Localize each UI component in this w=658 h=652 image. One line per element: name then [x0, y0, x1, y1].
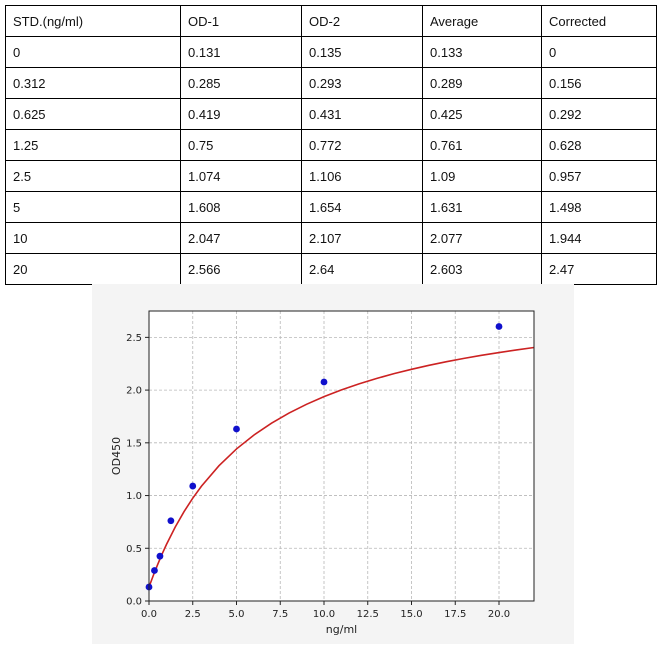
table-row: 0.625 0.419 0.431 0.425 0.292	[5, 98, 657, 130]
table-cell: 20	[5, 253, 181, 285]
table-cell: 0.293	[301, 67, 423, 99]
x-tick-label: 0.0	[141, 609, 157, 620]
header-od2: OD-2	[301, 5, 423, 37]
table-cell: 0.419	[180, 98, 302, 130]
table-cell: 2.603	[422, 253, 542, 285]
table-cell: 1.09	[422, 160, 542, 192]
table-cell: 0	[5, 36, 181, 68]
standard-curve-chart: 0.0 2.5 5.0 7.5 10.0 12.5 15.0 17.5 20.0 0.0 0.5 1.…	[110, 310, 535, 636]
plot-area	[149, 311, 534, 601]
fit-curve-line	[148, 346, 535, 588]
x-tick-label: 10.0	[313, 609, 335, 620]
table-cell: 10	[5, 222, 181, 254]
x-tick-label: 5.0	[229, 609, 245, 620]
table-cell: 0.285	[180, 67, 302, 99]
x-tick-label: 15.0	[400, 609, 422, 620]
x-tick-label: 2.5	[185, 609, 201, 620]
y-tick-label: 0.5	[126, 544, 142, 555]
data-point	[167, 517, 175, 525]
header-od1: OD-1	[180, 5, 302, 37]
y-tick-label: 1.5	[126, 438, 142, 449]
table-cell: 0.312	[5, 67, 181, 99]
table-cell: 0.761	[422, 129, 542, 161]
table-cell: 5	[5, 191, 181, 223]
header-average: Average	[422, 5, 542, 37]
table-cell: 1.944	[541, 222, 657, 254]
axis-ticks: 0.0 2.5 5.0 7.5 10.0 12.5 15.0 17.5 20.0 0.0 0.5 1.…	[126, 333, 510, 620]
table-cell: 2.077	[422, 222, 542, 254]
x-tick-label: 12.5	[357, 609, 379, 620]
data-point	[151, 567, 158, 574]
table-cell: 1.25	[5, 129, 181, 161]
table-cell: 1.608	[180, 191, 302, 223]
table-row: 2.5 1.074 1.106 1.09 0.957	[5, 160, 657, 192]
table-header-row: STD.(ng/ml) OD-1 OD-2 Average Corrected	[5, 5, 657, 37]
table-cell: 1.631	[422, 191, 542, 223]
table-row: 1.25 0.75 0.772 0.761 0.628	[5, 129, 657, 161]
table-cell: 0.625	[5, 98, 181, 130]
table-cell: 0.425	[422, 98, 542, 130]
table-row: 0.312 0.285 0.293 0.289 0.156	[5, 67, 657, 99]
standard-curve-table: STD.(ng/ml) OD-1 OD-2 Average Corrected …	[5, 5, 657, 285]
table-cell: 1.074	[180, 160, 302, 192]
y-tick-label: 2.5	[126, 333, 142, 344]
x-axis-label: ng/ml	[326, 623, 357, 636]
y-tick-label: 0.0	[126, 597, 142, 608]
table-row: 10 2.047 2.107 2.077 1.944	[5, 222, 657, 254]
y-tick-label: 2.0	[126, 386, 142, 397]
fit-curve-layer	[148, 346, 535, 588]
table-cell: 2.5	[5, 160, 181, 192]
x-tick-label: 7.5	[272, 609, 288, 620]
y-tick-label: 1.0	[126, 491, 142, 502]
table-cell: 0.628	[541, 129, 657, 161]
table-cell: 1.498	[541, 191, 657, 223]
table-cell: 2.47	[541, 253, 657, 285]
table-row: 5 1.608 1.654 1.631 1.498	[5, 191, 657, 223]
header-corrected: Corrected	[541, 5, 657, 37]
plot-frame	[148, 310, 535, 602]
table-cell: 0.431	[301, 98, 423, 130]
table-cell: 0.772	[301, 129, 423, 161]
table-cell: 0.292	[541, 98, 657, 130]
data-point	[156, 552, 164, 560]
table-row: 20 2.566 2.64 2.603 2.47	[5, 253, 657, 285]
table-cell: 2.107	[301, 222, 423, 254]
table-row: 0 0.131 0.135 0.133 0	[5, 36, 657, 68]
table-cell: 2.047	[180, 222, 302, 254]
table-cell: 0.135	[301, 36, 423, 68]
table-cell: 0.133	[422, 36, 542, 68]
x-tick-label: 20.0	[488, 609, 510, 620]
table-cell: 2.566	[180, 253, 302, 285]
x-tick-label: 17.5	[444, 609, 466, 620]
data-point	[320, 378, 328, 386]
table-cell: 0.75	[180, 129, 302, 161]
table-cell: 1.654	[301, 191, 423, 223]
table-cell: 0.131	[180, 36, 302, 68]
header-std: STD.(ng/ml)	[5, 5, 181, 37]
table-cell: 0.156	[541, 67, 657, 99]
y-axis-label: OD450	[110, 437, 123, 475]
data-point	[233, 425, 240, 433]
data-point	[495, 323, 503, 330]
standard-curve-chart-panel: 0.0 2.5 5.0 7.5 10.0 12.5 15.0 17.5 20.0 0.0 0.5 1.…	[92, 284, 574, 644]
table-cell: 0.289	[422, 67, 542, 99]
data-point	[189, 482, 197, 490]
table-cell: 1.106	[301, 160, 423, 192]
table-cell: 0	[541, 36, 657, 68]
table-cell: 0.957	[541, 160, 657, 192]
table-cell: 2.64	[301, 253, 423, 285]
